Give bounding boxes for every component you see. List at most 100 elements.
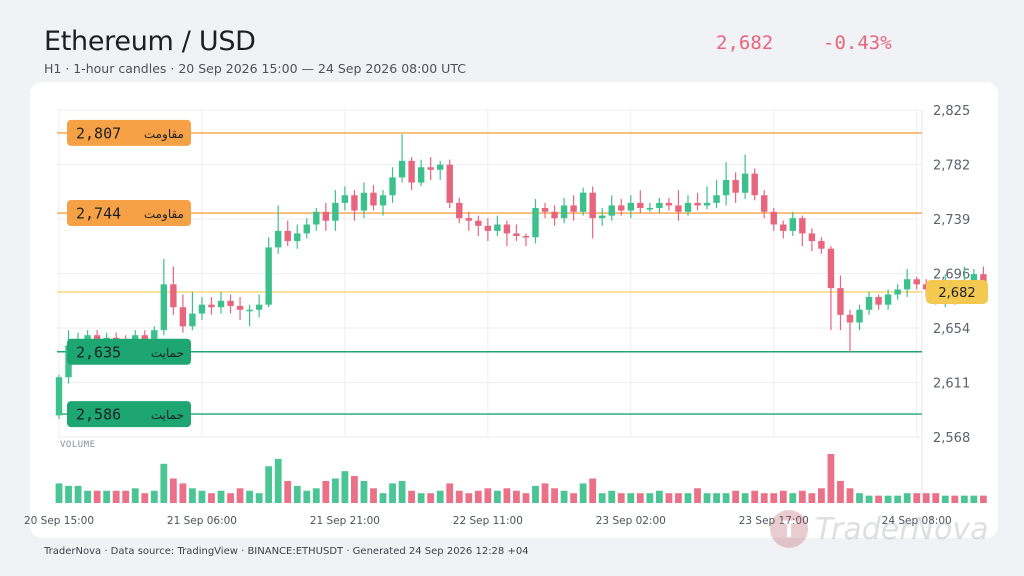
resistance-label: 2,807 مقاومت [67,119,191,146]
candle-down [522,235,530,238]
candle-up [332,202,339,221]
candle-up [532,207,539,238]
candle-down [780,224,787,231]
volume-bar [436,490,444,503]
volume-bar [684,493,692,503]
volume-bar [179,483,187,503]
candle-down [808,233,816,242]
volume-label: VOLUME [60,440,96,450]
level-value: 2,635 [76,343,121,361]
x-tick-label: 21 Sep 21:00 [310,515,380,527]
candle-down [675,205,682,212]
level-value: 2,744 [76,205,121,223]
volume-bar [341,471,349,503]
candle-down [875,297,882,305]
x-tick-label: 23 Sep 17:00 [739,515,809,527]
volume-bar [922,493,930,503]
volume-bar [789,493,797,503]
candle-up [341,195,349,203]
volume-bar [312,488,320,503]
candle-up [627,202,634,211]
candle-down [475,220,482,226]
candle-down [637,202,644,208]
volume-bar [55,483,63,503]
resistance-label-box [67,119,191,146]
candle-down [799,218,806,234]
volume-bar [779,490,787,503]
candle-up [646,207,654,210]
volume-bar [522,493,530,503]
candle-down [465,218,472,221]
volume-bar [884,495,892,503]
candle-down [456,202,463,219]
candle-down [408,160,415,183]
candle-down [484,225,492,231]
candle-up [360,192,368,211]
y-tick-label: 2,611 [933,377,970,392]
candle-up [189,313,196,327]
chart-title: Ethereum / USD [44,26,256,57]
candle-up [437,164,444,170]
x-tick-label: 20 Sep 15:00 [24,515,94,527]
candle-down [236,305,244,310]
candle-down [618,205,625,211]
candle-up [903,279,911,290]
candle-down [170,284,177,308]
candle-down [694,202,701,206]
candle-down [427,167,434,170]
level-tag: مقاومت [144,207,184,222]
volume-bar [455,490,463,503]
candle-down [503,224,511,234]
volume-bar [65,485,72,503]
candle-down [732,179,739,193]
candle-up [741,173,749,193]
volume-bar [379,493,387,503]
watermark-logo-mark: T [781,518,796,543]
candle-down [761,195,768,212]
resistance-label-box [67,200,191,227]
volume-bar [122,490,130,503]
volume-bar [370,488,377,503]
support-label-box [67,338,191,365]
volume-bar [770,493,778,503]
candle-up [494,224,501,231]
volume-bar [513,490,520,503]
volume-bar [274,458,282,503]
volume-bar [141,493,149,503]
volume-bar [532,485,539,503]
candle-up [417,167,425,183]
last-price-value: 2,682 [938,286,975,301]
candle-down [179,307,187,327]
y-tick-label: 2,825 [933,104,970,119]
x-tick-label: 22 Sep 11:00 [453,515,523,527]
volume-bar [636,493,644,503]
volume-bar [493,490,501,503]
volume-bar [827,454,835,503]
candle-down [227,300,234,306]
volume-bar [980,495,987,503]
candle-up [560,205,568,219]
candles [55,134,987,503]
volume-bar [665,493,673,503]
candle-up [884,294,892,305]
y-tick-label: 2,696 [933,268,970,283]
x-tick-label: 23 Sep 02:00 [596,515,666,527]
y-tick-label: 2,782 [933,159,970,174]
volume-bar [732,490,740,503]
candle-up [55,377,63,416]
x-tick-label: 21 Sep 06:00 [167,515,237,527]
candle-up [789,218,797,231]
support-label: 2,635 حمایت [67,338,191,365]
volume-bar [131,488,139,503]
candle-down [913,279,920,285]
volume-bar [837,480,844,503]
candle-down [818,241,825,249]
volume-bar [246,490,253,503]
volume-bar [570,493,578,503]
volume-bar [150,490,158,503]
volume-bar [293,485,301,503]
resistance-label: 2,744 مقاومت [67,200,191,227]
volume-bar [713,493,720,503]
candle-down [665,202,673,206]
